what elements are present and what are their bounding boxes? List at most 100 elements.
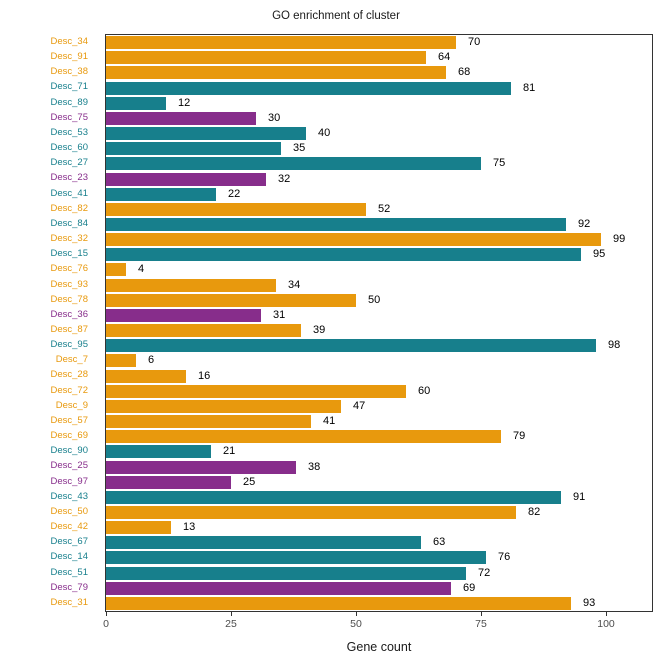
bar: [106, 127, 306, 141]
y-axis-label: Desc_14: [50, 551, 89, 563]
bar: [106, 399, 341, 413]
bar: [106, 157, 481, 171]
y-axis-label: Desc_51: [50, 566, 89, 578]
bar-value-label: 95: [593, 248, 606, 261]
y-axis-label: Desc_34: [50, 36, 89, 47]
bar: [106, 217, 566, 231]
bar-value-label: 32: [278, 172, 291, 185]
y-axis-label: Desc_43: [50, 490, 89, 502]
y-axis-label: Desc_90: [50, 445, 89, 457]
bar-value-label: 38: [308, 460, 321, 473]
bar-value-label: 4: [138, 263, 145, 276]
bar-value-label: 50: [368, 293, 381, 306]
bar-value-label: 92: [578, 217, 591, 230]
bar: [106, 551, 486, 565]
bar: [106, 96, 166, 110]
bar: [106, 324, 301, 338]
y-axis-label: Desc_9: [55, 399, 88, 411]
y-axis-label: Desc_53: [50, 126, 89, 138]
x-axis: 0 25 50 75 100: [103, 612, 653, 642]
chart-title: GO enrichment of cluster: [272, 10, 400, 22]
bar: [106, 233, 601, 247]
bar: [106, 384, 406, 398]
y-axis-label: Desc_50: [50, 505, 89, 517]
y-axis-label: Desc_42: [50, 521, 89, 533]
bar: [106, 536, 421, 550]
bar-value-label: 30: [268, 111, 281, 124]
bar-value-label: 75: [493, 157, 506, 170]
y-axis-labels: Desc_34 Desc_91 Desc_38 Desc_71 Desc_89 Desc_…: [0, 34, 89, 612]
bar: [106, 51, 426, 65]
y-axis-label: Desc_69: [50, 430, 89, 442]
y-axis-label: Desc_28: [50, 369, 89, 381]
bar-value-label: 41: [323, 415, 336, 428]
y-axis-label: Desc_36: [50, 308, 89, 320]
bar-value-label: 68: [458, 66, 471, 79]
bar-value-label: 22: [228, 187, 241, 200]
bar: [106, 202, 366, 216]
x-tick-mark: [231, 612, 232, 616]
y-axis-label: Desc_38: [50, 66, 89, 78]
bar: [106, 278, 276, 292]
bar-value-label: 40: [318, 127, 331, 140]
bar-value-label: 63: [433, 536, 446, 549]
bar-value-label: 91: [573, 490, 586, 503]
bar-value-label: 76: [498, 551, 511, 564]
bar-value-label: 12: [178, 96, 191, 109]
y-axis-label: Desc_91: [50, 51, 89, 63]
plot-panel: 70 64 68 81 12 30 40 35 75 32 22 52 92 99 95 4 34 50 31 39 9…: [105, 34, 653, 612]
y-axis-label: Desc_84: [50, 217, 89, 229]
y-axis-label: Desc_60: [50, 142, 89, 154]
x-tick-mark: [356, 612, 357, 616]
bar-value-label: 35: [293, 142, 306, 155]
bar: [106, 339, 596, 353]
x-tick-mark: [106, 612, 107, 616]
y-axis-label: Desc_27: [50, 157, 89, 169]
y-axis-label: Desc_57: [50, 414, 89, 426]
bar: [106, 308, 261, 322]
x-tick-label: 100: [597, 618, 615, 630]
y-axis-label: Desc_71: [50, 81, 89, 93]
bar-value-label: 34: [288, 278, 301, 291]
bar: [106, 81, 511, 95]
y-axis-label: Desc_72: [50, 384, 89, 396]
bar: [106, 445, 211, 459]
x-tick-mark: [606, 612, 607, 616]
y-axis-label: Desc_79: [50, 581, 89, 593]
bar: [106, 66, 446, 80]
bar-value-label: 31: [273, 308, 286, 321]
y-axis-label: Desc_15: [50, 248, 89, 260]
bar: [106, 293, 356, 307]
y-axis-label: Desc_89: [50, 96, 89, 108]
x-tick-label: 75: [475, 618, 487, 630]
bar-value-label: 39: [313, 324, 326, 337]
bar-value-label: 82: [528, 505, 541, 518]
y-axis-label: Desc_23: [50, 172, 89, 184]
y-axis-label: Desc_82: [50, 202, 89, 214]
y-axis-label: Desc_32: [50, 233, 89, 245]
bar-value-label: 98: [608, 339, 621, 352]
bar: [106, 430, 501, 444]
bar: [106, 263, 126, 277]
bar: [106, 354, 136, 368]
bar: [106, 248, 581, 262]
bar: [106, 521, 171, 535]
bar-value-label: 64: [438, 51, 451, 64]
bar-value-label: 16: [198, 369, 211, 382]
x-tick-label: 0: [103, 618, 109, 630]
y-axis-label: Desc_93: [50, 278, 89, 290]
y-axis-label: Desc_78: [50, 293, 89, 305]
bar: [106, 369, 186, 383]
y-axis-label: Desc_31: [50, 596, 89, 608]
y-axis-label: Desc_41: [50, 187, 89, 199]
y-axis-label: Desc_75: [50, 111, 89, 123]
bar-value-label: 99: [613, 233, 626, 246]
y-axis-label: Desc_67: [50, 536, 89, 548]
bar-value-label: 69: [463, 581, 476, 594]
bar: [106, 581, 451, 595]
x-tick-label: 25: [225, 618, 237, 630]
bar: [106, 36, 456, 50]
bar-value-label: 70: [468, 36, 481, 49]
bar: [106, 415, 311, 429]
y-axis-label: Desc_97: [50, 475, 89, 487]
